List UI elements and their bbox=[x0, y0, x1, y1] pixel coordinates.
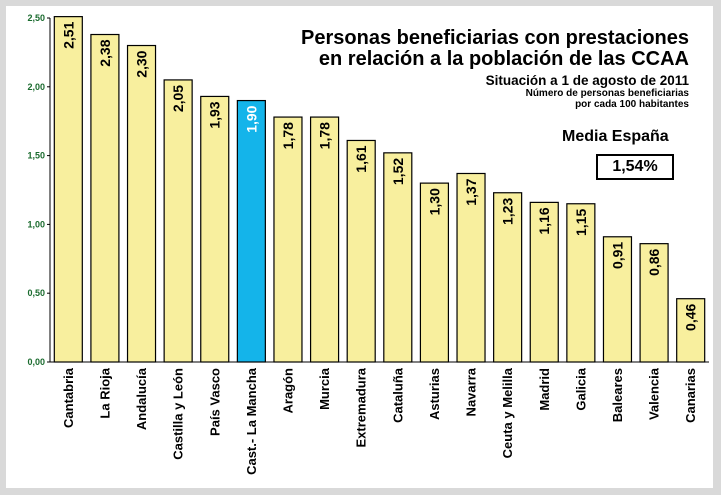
bar-value-label: 1,93 bbox=[207, 101, 223, 128]
bar-value-label: 1,30 bbox=[426, 188, 442, 215]
category-label: La Rioja bbox=[97, 367, 112, 418]
y-tick-label: 1,00 bbox=[27, 219, 45, 229]
bar bbox=[90, 33, 120, 363]
bar-value-label: 2,05 bbox=[170, 85, 186, 112]
bar bbox=[383, 152, 413, 363]
bar-value-label: 2,38 bbox=[97, 39, 113, 66]
bar bbox=[602, 236, 633, 363]
bar bbox=[566, 203, 596, 363]
chart-subtitle: Situación a 1 de agosto de 2011 bbox=[485, 73, 689, 88]
bar bbox=[529, 201, 559, 363]
bar bbox=[236, 99, 266, 363]
bar bbox=[493, 192, 523, 363]
bar-value-label: 0,46 bbox=[683, 303, 699, 330]
bar-value-label: 2,51 bbox=[60, 21, 76, 48]
bar-value-label: 1,23 bbox=[500, 198, 516, 225]
average-label: Media España bbox=[562, 128, 669, 145]
category-label: Baleares bbox=[610, 368, 625, 422]
bar bbox=[273, 116, 303, 363]
category-label: Andalucía bbox=[134, 367, 149, 430]
chart-note-line-1: Número de personas beneficiarias bbox=[525, 88, 689, 99]
bar-value-label: 1,37 bbox=[463, 178, 479, 205]
bar-value-label: 1,15 bbox=[573, 209, 589, 236]
category-label: Asturias bbox=[427, 368, 442, 420]
category-label: Cataluña bbox=[390, 367, 405, 423]
bar-value-label: 1,61 bbox=[353, 145, 369, 172]
bar bbox=[309, 116, 340, 363]
bar bbox=[346, 139, 376, 363]
category-label: Galicia bbox=[573, 367, 588, 410]
bar bbox=[456, 172, 486, 363]
bar-value-label: 1,52 bbox=[390, 158, 406, 185]
chart-frame: 0,00 0,50 1,00 1,50 2,00 2,50 2,51 Cantabria 2,3… bbox=[6, 6, 713, 488]
category-label: Cantabria bbox=[61, 367, 76, 428]
category-label: Ceuta y Melilla bbox=[500, 367, 515, 458]
category-label: Madrid bbox=[537, 368, 552, 411]
y-tick-label: 2,00 bbox=[27, 82, 45, 92]
bar bbox=[200, 95, 230, 363]
chart-note-line-2: por cada 100 habitantes bbox=[575, 99, 689, 110]
y-tick-label: 0,00 bbox=[27, 357, 45, 367]
chart-title-block: Personas beneficiarias con prestaciones … bbox=[301, 27, 689, 111]
average-value-box: 1,54% bbox=[596, 154, 674, 180]
bar-value-label: 0,86 bbox=[646, 248, 662, 275]
bar bbox=[163, 79, 193, 363]
category-label: Valencia bbox=[647, 367, 662, 420]
category-label: País Vasco bbox=[207, 368, 222, 436]
chart-title-line-2: en relación a la población de las CCAA bbox=[318, 48, 689, 70]
category-label: Cast.- La Mancha bbox=[244, 367, 259, 475]
category-label: Canarias bbox=[683, 368, 698, 423]
bar bbox=[53, 16, 83, 363]
y-tick-label: 0,50 bbox=[27, 288, 45, 298]
bar bbox=[419, 182, 450, 363]
category-label: Aragón bbox=[280, 368, 295, 414]
category-label: Extremadura bbox=[354, 367, 369, 447]
category-label: Castilla y León bbox=[171, 368, 186, 460]
y-tick-label: 1,50 bbox=[27, 151, 45, 161]
y-tick-label: 2,50 bbox=[27, 13, 45, 23]
category-label: Murcia bbox=[317, 367, 332, 410]
category-label: Navarra bbox=[464, 367, 479, 416]
bar-value-label: 1,78 bbox=[280, 122, 296, 149]
chart-title-line-1: Personas beneficiarias con prestaciones bbox=[301, 27, 689, 49]
bar bbox=[639, 243, 669, 363]
bar-value-label: 1,90 bbox=[243, 105, 259, 132]
bar bbox=[126, 44, 157, 363]
bar-value-label: 1,78 bbox=[317, 122, 333, 149]
bar-value-label: 2,30 bbox=[134, 50, 150, 77]
bar bbox=[676, 298, 706, 363]
bar-chart: 0,00 0,50 1,00 1,50 2,00 2,50 2,51 Cantabria 2,3… bbox=[27, 13, 709, 475]
bar-value-label: 1,16 bbox=[536, 207, 552, 234]
bar-value-label: 0,91 bbox=[609, 242, 625, 269]
